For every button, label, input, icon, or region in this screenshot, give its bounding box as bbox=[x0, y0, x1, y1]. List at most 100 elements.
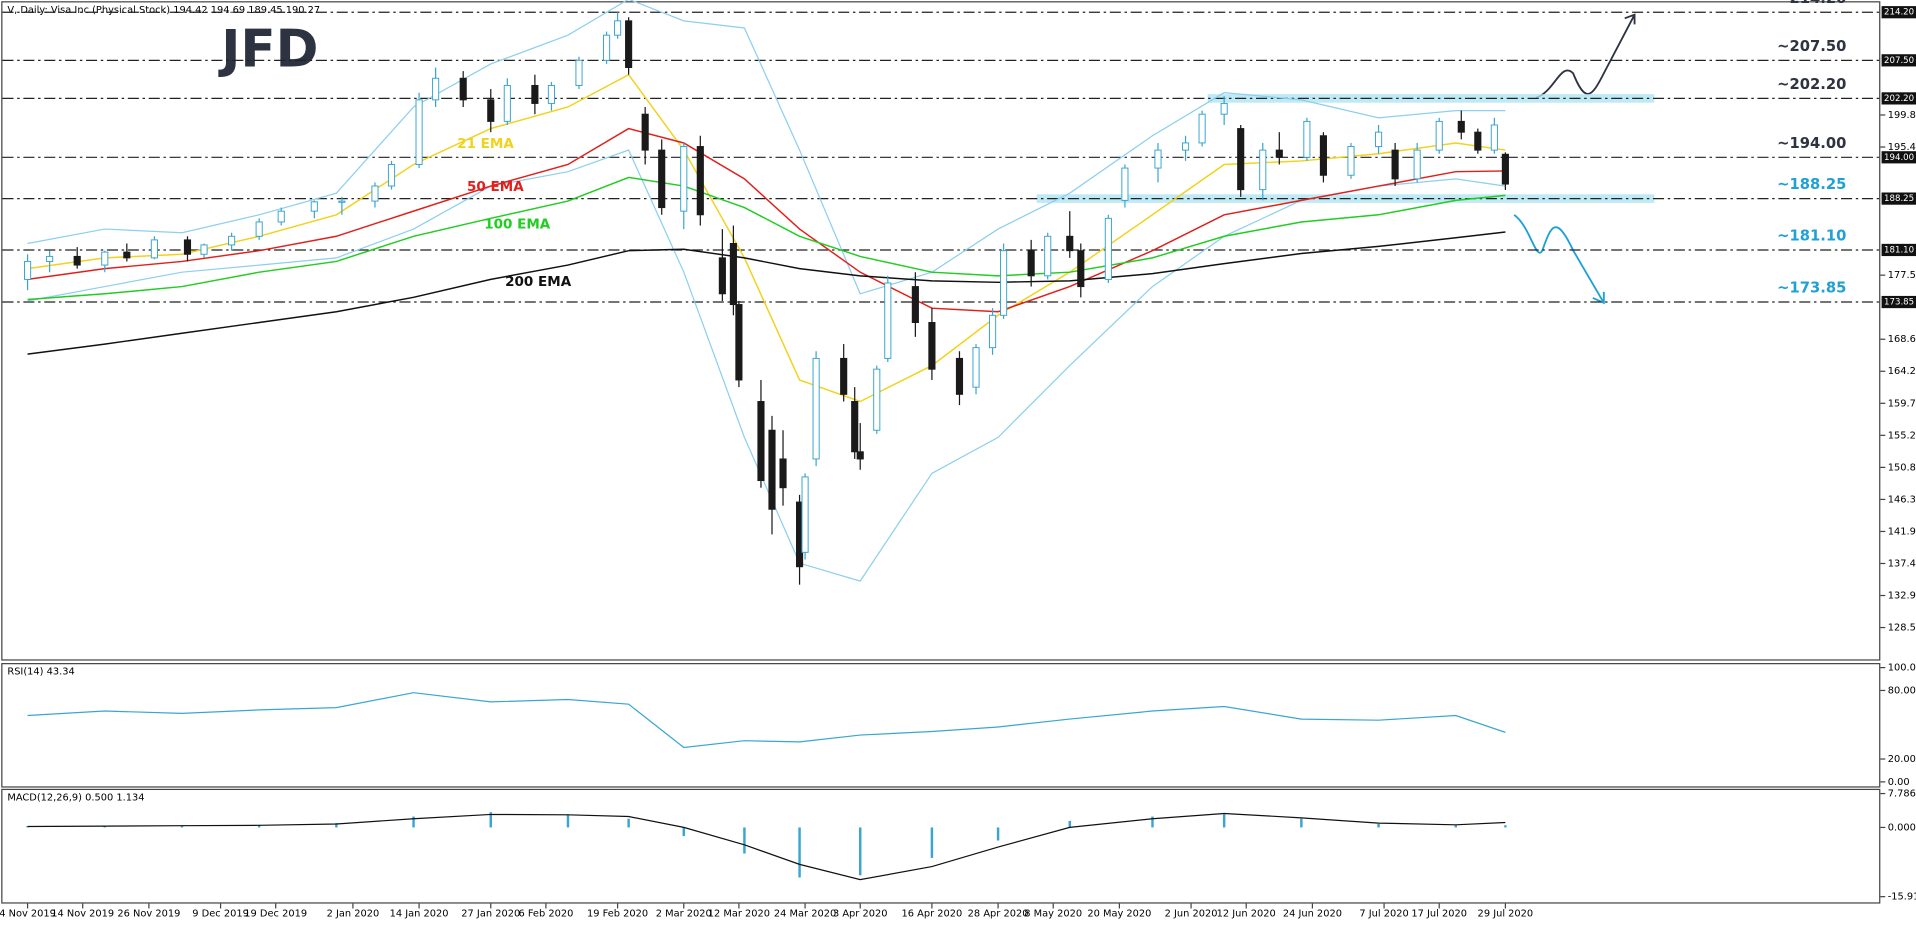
candle-body bbox=[603, 34, 611, 61]
x-tick-label: 26 Nov 2019 bbox=[117, 908, 180, 919]
candle-body bbox=[1044, 235, 1052, 277]
candle-body bbox=[911, 286, 919, 323]
main-panel bbox=[1, 1, 1881, 661]
candle-body bbox=[1303, 120, 1311, 158]
candle-body bbox=[884, 282, 892, 359]
x-tick-label: 14 Nov 2019 bbox=[51, 908, 114, 919]
y-tick-label: 80.00 bbox=[1888, 685, 1916, 696]
level-box bbox=[1881, 6, 1916, 19]
up-arrow bbox=[1535, 13, 1636, 99]
candle-body bbox=[1347, 146, 1355, 176]
x-tick-label: 2 Jan 2020 bbox=[327, 908, 380, 919]
y-tick-label: 164.21 bbox=[1888, 366, 1916, 377]
candle-body bbox=[1104, 217, 1112, 280]
candle-body bbox=[729, 243, 737, 306]
y-tick-label: 100.00 bbox=[1888, 663, 1916, 674]
x-tick-label: 19 Dec 2019 bbox=[244, 908, 307, 919]
candle-body bbox=[779, 458, 787, 489]
x-tick-label: 17 Jul 2020 bbox=[1411, 908, 1467, 919]
x-tick-label: 2 Jun 2020 bbox=[1165, 908, 1218, 919]
y-tick-label: 159.75 bbox=[1888, 398, 1916, 409]
x-tick-label: 4 Nov 2019 bbox=[0, 908, 56, 919]
ema-label: 21 EMA bbox=[457, 136, 514, 152]
candle-body bbox=[73, 255, 81, 266]
level-label: ~207.50 bbox=[1777, 38, 1846, 55]
candle-body bbox=[1490, 124, 1498, 151]
candle-body bbox=[718, 257, 726, 295]
signal-line bbox=[27, 812, 1506, 881]
candle-body bbox=[658, 149, 666, 209]
ema-label: 100 EMA bbox=[484, 217, 551, 233]
rsi-line bbox=[27, 692, 1506, 749]
y-tick-label: 0.00 bbox=[1888, 777, 1910, 788]
candle-body bbox=[955, 357, 964, 395]
candle-body bbox=[101, 251, 109, 266]
candle-body bbox=[680, 146, 688, 212]
candle-body bbox=[487, 99, 495, 122]
y-tick-label: 128.53 bbox=[1888, 623, 1916, 634]
rsi-title: RSI(14) 43.34 bbox=[7, 667, 74, 678]
x-tick-label: 24 Mar 2020 bbox=[774, 908, 836, 919]
candle-body bbox=[503, 84, 511, 122]
candle-body bbox=[768, 429, 776, 510]
x-tick-label: 19 Feb 2020 bbox=[587, 908, 648, 919]
level-axis-label: 207.50 bbox=[1884, 56, 1914, 66]
candle-body bbox=[989, 314, 997, 349]
candle-body bbox=[183, 239, 192, 255]
candle-body bbox=[415, 99, 423, 165]
x-tick-label: 7 Jul 2020 bbox=[1359, 908, 1408, 919]
macd-panel bbox=[1, 788, 1881, 904]
level-label: ~188.25 bbox=[1777, 176, 1846, 193]
candle-body bbox=[123, 251, 131, 259]
y-tick-label: 155.29 bbox=[1888, 430, 1916, 441]
x-tick-label: 3 Apr 2020 bbox=[833, 908, 888, 919]
ema-label: 50 EMA bbox=[467, 179, 524, 195]
candle-body bbox=[1237, 128, 1245, 191]
candle-body bbox=[1374, 131, 1383, 148]
level-axis-label: 194.00 bbox=[1884, 153, 1914, 163]
candle-body bbox=[1457, 120, 1465, 133]
ema-line bbox=[27, 231, 1506, 355]
candle-body bbox=[972, 347, 980, 388]
y-tick-label: 150.83 bbox=[1888, 462, 1916, 473]
candle-body bbox=[1413, 149, 1421, 180]
level-axis-label: 202.20 bbox=[1884, 94, 1914, 104]
ema-line bbox=[27, 176, 1506, 301]
candle-body bbox=[1319, 135, 1327, 176]
x-tick-label: 29 Jul 2020 bbox=[1478, 908, 1534, 919]
x-tick-label: 12 Mar 2020 bbox=[708, 908, 770, 919]
candle-body bbox=[1027, 250, 1035, 277]
candle-body bbox=[371, 185, 379, 202]
candle-body bbox=[277, 210, 285, 223]
x-tick-label: 6 Feb 2020 bbox=[518, 908, 573, 919]
candle-body bbox=[801, 476, 809, 553]
x-tick-label: 8 May 2020 bbox=[1024, 908, 1082, 919]
candle-body bbox=[547, 84, 555, 104]
y-tick-label: 195.43 bbox=[1888, 142, 1916, 153]
candle-body bbox=[928, 322, 936, 370]
level-label: ~181.10 bbox=[1777, 228, 1846, 245]
candle-body bbox=[812, 357, 820, 460]
candle-body bbox=[200, 244, 208, 255]
level-axis-label: 173.85 bbox=[1884, 298, 1914, 308]
ema-line bbox=[27, 127, 1506, 313]
candle-body bbox=[228, 235, 236, 246]
candle-body bbox=[1501, 153, 1509, 185]
candle-body bbox=[1474, 131, 1482, 151]
candle-body bbox=[150, 239, 158, 259]
ema-label: 200 EMA bbox=[505, 274, 572, 290]
x-tick-label: 9 Dec 2019 bbox=[192, 908, 249, 919]
candle-body bbox=[696, 146, 704, 216]
candle-body bbox=[625, 20, 633, 69]
y-tick-label: 177.59 bbox=[1888, 270, 1916, 281]
level-axis-label: 188.25 bbox=[1884, 194, 1914, 204]
candle-body bbox=[873, 368, 881, 431]
rsi-panel bbox=[1, 663, 1881, 788]
x-tick-label: 14 Jan 2020 bbox=[390, 908, 449, 919]
level-box bbox=[1881, 192, 1916, 205]
x-tick-label: 16 Apr 2020 bbox=[902, 908, 963, 919]
candle-body bbox=[24, 260, 32, 280]
candle-body bbox=[46, 255, 54, 262]
y-tick-label: 146.37 bbox=[1888, 494, 1916, 505]
